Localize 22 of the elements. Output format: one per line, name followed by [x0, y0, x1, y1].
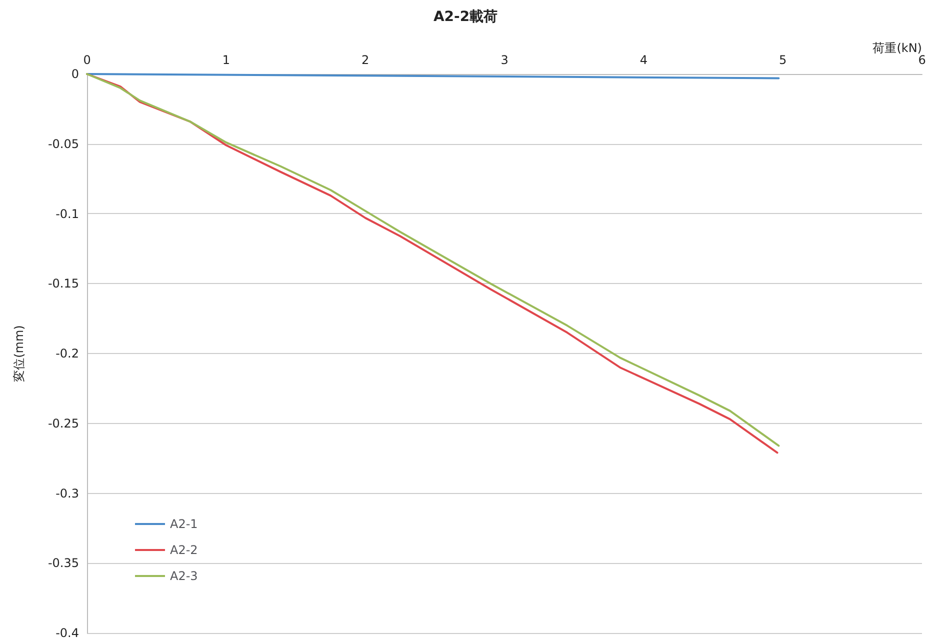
x-tick-label: 6 — [918, 53, 926, 67]
legend-label: A2-3 — [170, 569, 198, 583]
x-tick-label: 0 — [83, 53, 91, 67]
x-tick-label: 4 — [640, 53, 648, 67]
x-tick-label: 2 — [362, 53, 370, 67]
y-tick-label: -0.2 — [56, 346, 79, 360]
y-tick-label: -0.25 — [48, 416, 79, 430]
x-tick-label: 5 — [779, 53, 787, 67]
x-tick-label: 3 — [500, 53, 508, 67]
y-tick-label: -0.35 — [48, 556, 79, 570]
legend-label: A2-2 — [170, 543, 198, 557]
x-axis-title: 荷重(kN) — [872, 41, 922, 55]
y-tick-label: -0.1 — [56, 206, 79, 221]
legend-label: A2-1 — [170, 517, 198, 531]
y-tick-label: -0.4 — [56, 626, 79, 640]
y-tick-label: -0.05 — [48, 136, 79, 151]
y-tick-label: -0.15 — [48, 276, 79, 291]
chart-title: A2-2載荷 — [433, 9, 498, 25]
y-axis-title: 変位(mm) — [12, 325, 26, 382]
y-tick-label: 0 — [71, 67, 79, 81]
x-tick-label: 1 — [222, 53, 230, 67]
y-tick-label: -0.3 — [56, 486, 79, 500]
